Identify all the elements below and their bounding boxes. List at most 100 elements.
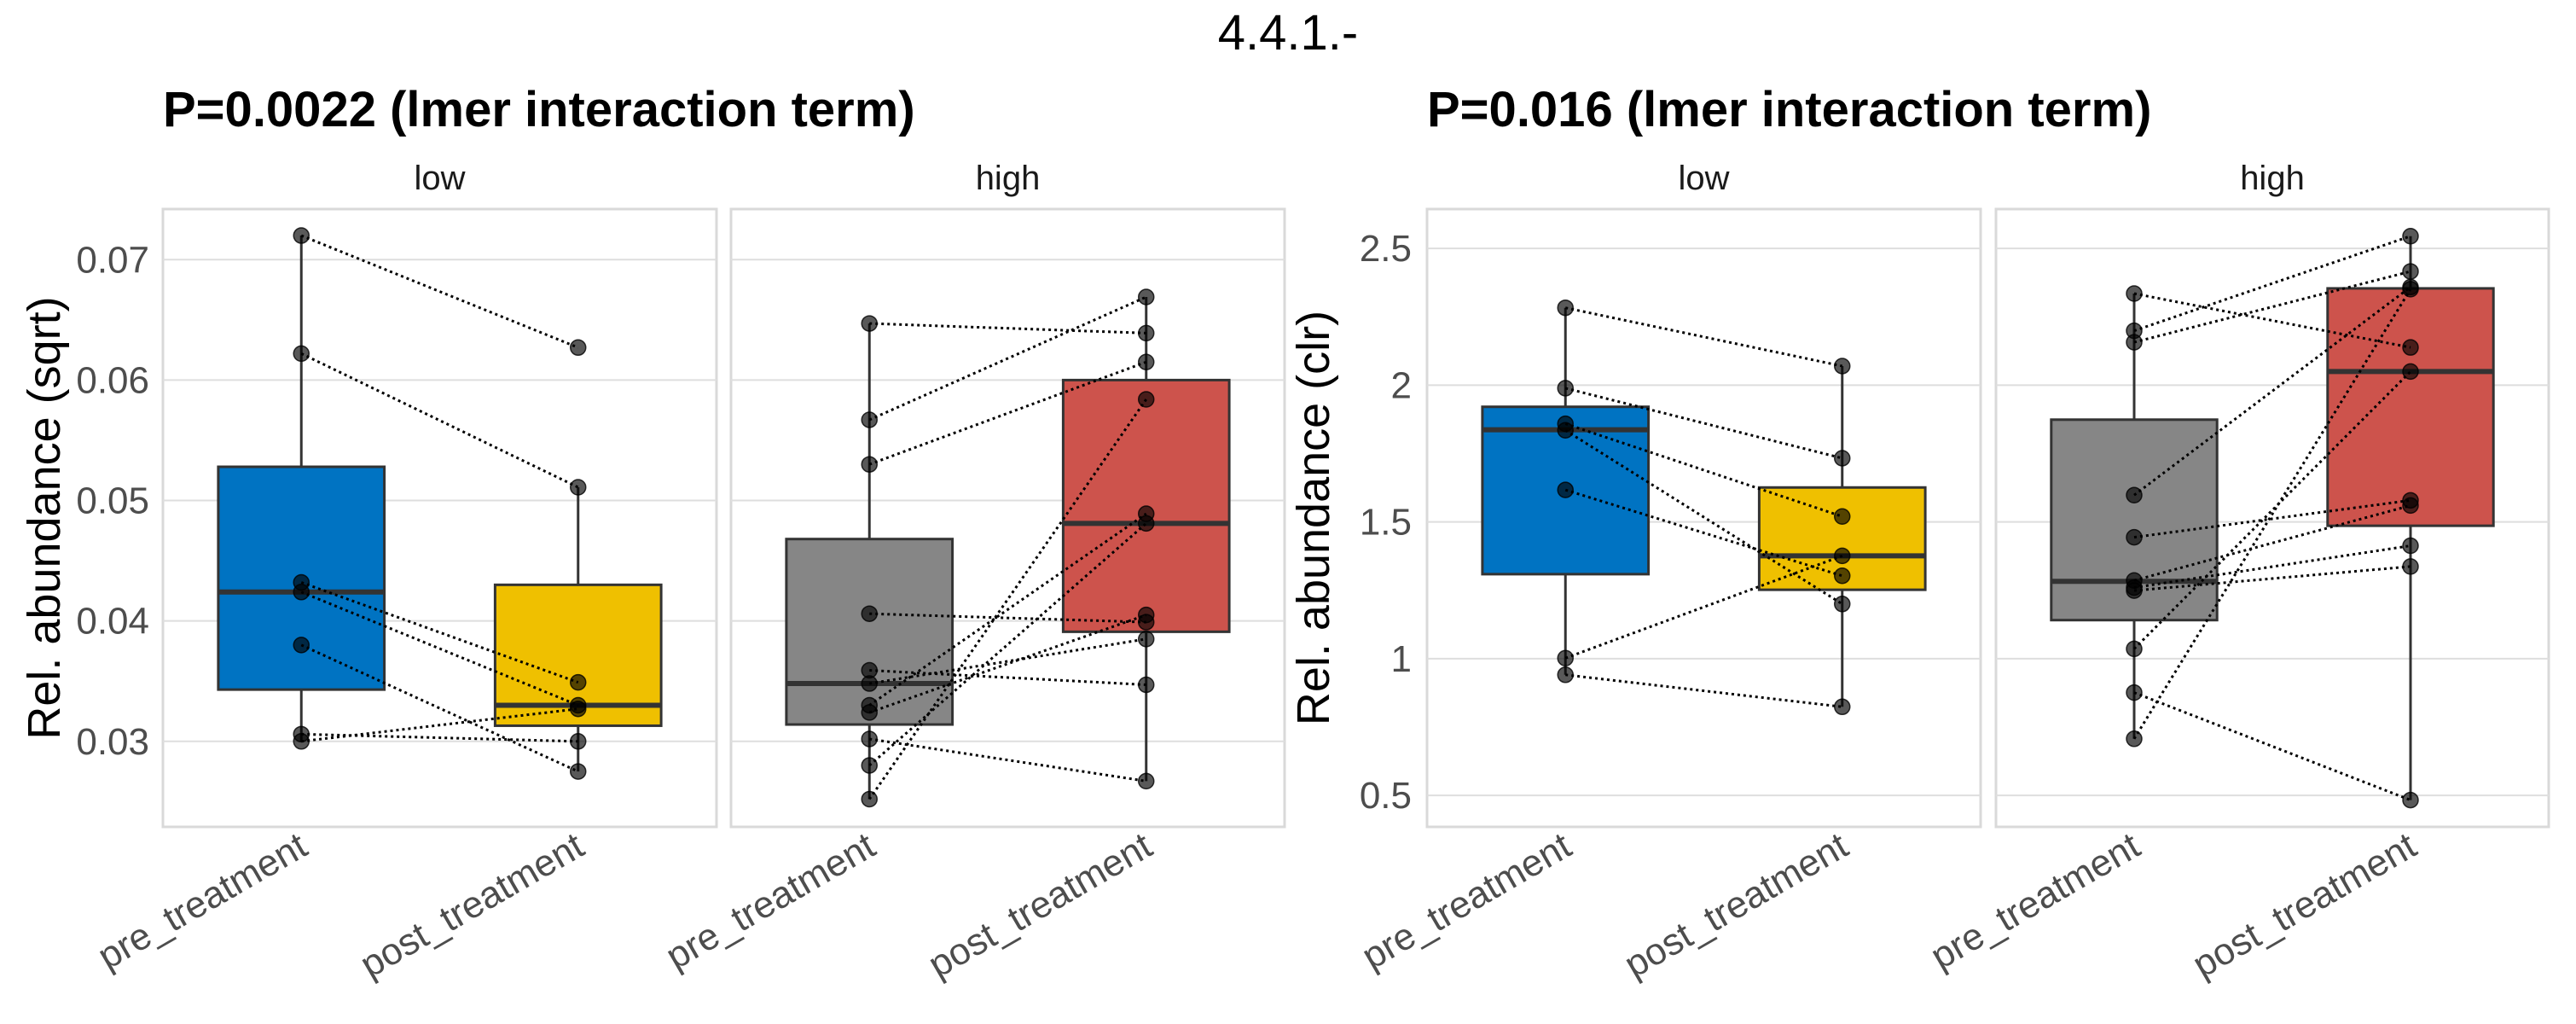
x-tick-label: pre_treatment xyxy=(91,824,315,977)
data-point xyxy=(1557,481,1574,498)
box-pre_treatment xyxy=(785,323,954,800)
data-point xyxy=(1557,649,1574,667)
paired-line xyxy=(869,637,1146,685)
data-point xyxy=(293,733,310,750)
data-point xyxy=(1138,391,1155,408)
facet-panel-high: high pre_treatment post_treatment xyxy=(659,160,1286,986)
chart-title: P=0.016 (lmer interaction term) xyxy=(1427,82,2151,137)
data-point xyxy=(570,339,587,357)
main-title: 4.4.1.- xyxy=(1218,5,1358,61)
x-tick-label: pre_treatment xyxy=(659,824,883,977)
data-point xyxy=(1834,596,1851,613)
facet-panel-low: low pre_treatment post_treatment xyxy=(1355,160,1982,986)
data-point xyxy=(1834,508,1851,525)
paired-line xyxy=(869,612,1146,624)
strip-label: high xyxy=(976,160,1041,197)
paired-line xyxy=(2133,498,2411,539)
paired-line xyxy=(300,234,579,349)
data-point xyxy=(2402,497,2419,515)
strip-label: low xyxy=(414,160,465,197)
data-point xyxy=(570,479,587,496)
data-point xyxy=(2126,640,2143,658)
paired-line xyxy=(2133,544,2411,590)
data-point xyxy=(861,315,878,332)
x-tick-label: pre_treatment xyxy=(1923,824,2147,977)
paired-line xyxy=(868,360,1147,466)
data-point xyxy=(1834,358,1851,375)
data-point xyxy=(2126,730,2143,748)
y-tick-label: 2 xyxy=(1391,364,1412,406)
data-point xyxy=(1557,380,1574,397)
data-point xyxy=(2402,339,2419,356)
data-point xyxy=(570,763,587,780)
data-point xyxy=(861,675,878,692)
data-point xyxy=(2126,528,2143,546)
x-tick-label: post_treatment xyxy=(353,824,591,986)
y-axis-label: Rel. abundance (sqrt) xyxy=(19,296,70,739)
data-point xyxy=(1138,353,1155,370)
facet-panel-low: low pre_treatment post_treatment xyxy=(91,160,718,986)
data-point xyxy=(2402,791,2419,809)
y-tick-label: 1.5 xyxy=(1360,502,1412,544)
data-point xyxy=(293,637,310,654)
data-point xyxy=(1138,772,1155,790)
paired-line xyxy=(1564,429,1843,606)
data-point xyxy=(2126,334,2143,351)
data-point xyxy=(1557,422,1574,439)
paired-line xyxy=(2133,292,2411,349)
data-point xyxy=(861,411,878,428)
paired-line xyxy=(868,295,1147,422)
box-iqr xyxy=(2326,287,2495,527)
data-point xyxy=(861,790,878,808)
chart-1: P=0.0022 (lmer interaction term) Rel. abu… xyxy=(19,82,1286,986)
y-tick-label: 0.07 xyxy=(76,239,149,281)
chart-title: P=0.0022 (lmer interaction term) xyxy=(163,82,915,137)
data-point xyxy=(570,733,587,750)
data-point xyxy=(2402,363,2419,381)
paired-line xyxy=(1565,673,1842,708)
y-axis-label: Rel. abundance (clr) xyxy=(1288,311,1339,725)
data-point xyxy=(861,456,878,473)
paired-line xyxy=(300,591,579,707)
data-point xyxy=(293,345,310,363)
paired-line xyxy=(2133,235,2411,333)
x-tick-label: post_treatment xyxy=(2185,824,2423,986)
data-point xyxy=(1138,324,1155,342)
y-tick-label: 0.5 xyxy=(1360,775,1412,817)
x-tick-label: pre_treatment xyxy=(1355,824,1579,977)
paired-line xyxy=(2133,286,2411,497)
y-tick-label: 1 xyxy=(1391,638,1412,680)
data-point xyxy=(861,605,878,622)
data-point xyxy=(2126,285,2143,302)
data-point xyxy=(1557,666,1574,684)
paired-line xyxy=(2133,565,2411,592)
data-point xyxy=(861,757,878,774)
y-tick-label: 0.04 xyxy=(76,601,149,643)
data-point xyxy=(1834,547,1851,565)
data-point xyxy=(1138,631,1155,648)
y-tick-label: 0.03 xyxy=(76,721,149,763)
paired-line xyxy=(301,732,578,743)
x-tick-label: post_treatment xyxy=(921,824,1159,986)
chart-2: P=0.016 (lmer interaction term) Rel. abun… xyxy=(1288,82,2550,986)
data-point xyxy=(1834,450,1851,467)
data-point xyxy=(2126,582,2143,599)
data-point xyxy=(1834,698,1851,716)
data-point xyxy=(293,584,310,601)
paired-line xyxy=(868,522,1147,767)
y-tick-label: 0.05 xyxy=(76,480,149,522)
data-point xyxy=(2402,537,2419,555)
data-point xyxy=(2402,281,2419,298)
box-iqr xyxy=(785,538,954,726)
y-tick-label: 2.5 xyxy=(1360,228,1412,270)
data-point xyxy=(2126,684,2143,701)
data-point xyxy=(2402,558,2419,575)
paired-line xyxy=(1564,422,1843,518)
paired-line xyxy=(1564,488,1843,578)
paired-line xyxy=(868,614,1147,714)
data-point xyxy=(1138,676,1155,694)
y-tick-label: 0.06 xyxy=(76,359,149,401)
data-point xyxy=(1834,567,1851,585)
data-point xyxy=(2402,227,2419,245)
